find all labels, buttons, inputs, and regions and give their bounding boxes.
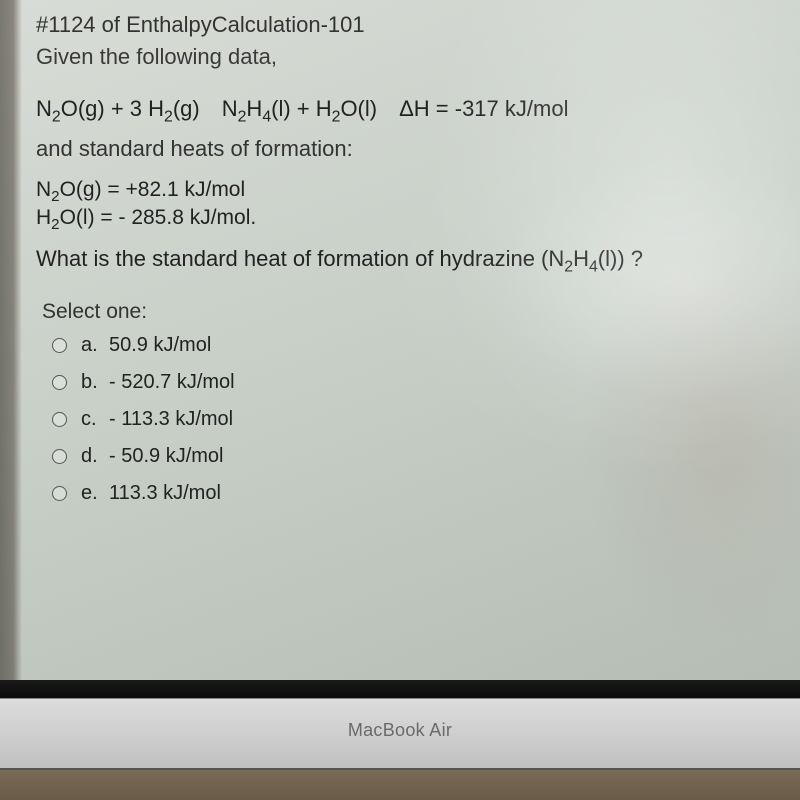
option-text: - 113.3 kJ/mol xyxy=(109,408,233,431)
option-letter: c. xyxy=(81,408,109,431)
option-d[interactable]: d. - 50.9 kJ/mol xyxy=(52,445,772,468)
option-a[interactable]: a. 50.9 kJ/mol xyxy=(52,334,772,357)
screen-bottom-bezel xyxy=(0,680,800,698)
option-text: - 50.9 kJ/mol xyxy=(109,445,223,468)
radio-icon[interactable] xyxy=(52,412,67,427)
option-e[interactable]: e. 113.3 kJ/mol xyxy=(52,482,772,505)
options-group: a. 50.9 kJ/mol b. - 520.7 kJ/mol c. - 11… xyxy=(52,334,772,505)
option-b[interactable]: b. - 520.7 kJ/mol xyxy=(52,371,772,394)
select-one-label: Select one: xyxy=(42,300,772,324)
radio-icon[interactable] xyxy=(52,375,67,390)
desk-surface xyxy=(0,768,800,800)
option-letter: e. xyxy=(81,482,109,505)
option-letter: b. xyxy=(81,371,109,394)
option-text: 50.9 kJ/mol xyxy=(109,334,211,357)
option-text: 113.3 kJ/mol xyxy=(109,482,221,505)
question-id-header: #1124 of EnthalpyCalculation-101 xyxy=(36,12,772,38)
quiz-content: #1124 of EnthalpyCalculation-101 Given t… xyxy=(36,12,772,519)
reaction-equation: N2O(g) + 3 H2(g) N2H4(l) + H2O(l) ΔH = -… xyxy=(36,96,772,122)
formation-data-h2o: H2O(l) = - 285.8 kJ/mol. xyxy=(36,206,772,230)
given-data-header: Given the following data, xyxy=(36,44,772,70)
radio-icon[interactable] xyxy=(52,449,67,464)
option-c[interactable]: c. - 113.3 kJ/mol xyxy=(52,408,772,431)
heats-intro-text: and standard heats of formation: xyxy=(36,136,772,162)
laptop-bezel: MacBook Air xyxy=(0,680,800,800)
option-letter: d. xyxy=(81,445,109,468)
option-letter: a. xyxy=(81,334,109,357)
radio-icon[interactable] xyxy=(52,338,67,353)
macbook-air-label: MacBook Air xyxy=(348,720,452,741)
option-text: - 520.7 kJ/mol xyxy=(109,371,235,394)
laptop-hinge-bar: MacBook Air xyxy=(0,698,800,768)
radio-icon[interactable] xyxy=(52,486,67,501)
left-shadow-edge xyxy=(0,0,22,680)
question-text: What is the standard heat of formation o… xyxy=(36,246,772,272)
formation-data-n2o: N2O(g) = +82.1 kJ/mol xyxy=(36,178,772,202)
